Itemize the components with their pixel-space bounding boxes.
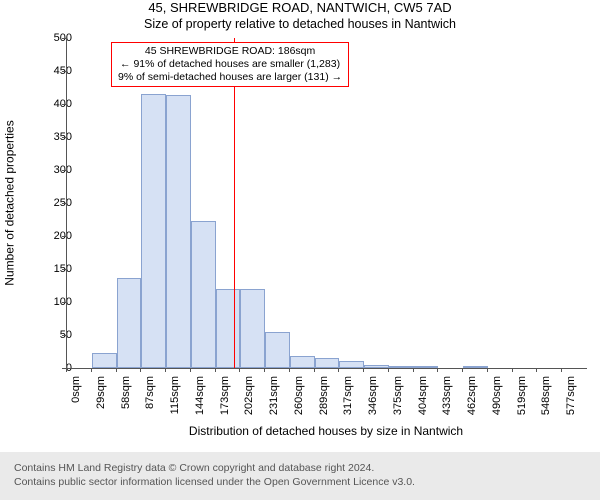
footer: Contains HM Land Registry data © Crown c… bbox=[0, 452, 600, 500]
y-axis-label: Number of detached properties bbox=[0, 36, 20, 370]
x-tick-mark bbox=[561, 368, 562, 372]
x-tick-mark bbox=[487, 368, 488, 372]
histogram-bar bbox=[240, 289, 265, 368]
plot-area: 45 SHREWBRIDGE ROAD: 186sqm← 91% of deta… bbox=[66, 38, 587, 369]
x-tick-mark bbox=[215, 368, 216, 372]
annotation-box: 45 SHREWBRIDGE ROAD: 186sqm← 91% of deta… bbox=[111, 42, 349, 87]
x-tick-mark bbox=[363, 368, 364, 372]
x-tick-mark bbox=[437, 368, 438, 372]
figure-container: 45, SHREWBRIDGE ROAD, NANTWICH, CW5 7AD … bbox=[0, 0, 600, 500]
x-tick-mark bbox=[165, 368, 166, 372]
x-tick-mark bbox=[66, 368, 67, 372]
x-tick-mark bbox=[190, 368, 191, 372]
footer-line-1: Contains HM Land Registry data © Crown c… bbox=[14, 461, 590, 475]
annotation-line: ← 91% of detached houses are smaller (1,… bbox=[118, 58, 342, 71]
x-tick-mark bbox=[239, 368, 240, 372]
histogram-bar bbox=[117, 278, 142, 368]
x-tick-mark bbox=[289, 368, 290, 372]
histogram-bar bbox=[389, 366, 414, 368]
x-tick-mark bbox=[264, 368, 265, 372]
x-tick-mark bbox=[388, 368, 389, 372]
x-axis-label: Distribution of detached houses by size … bbox=[66, 424, 586, 438]
footer-line-2: Contains public sector information licen… bbox=[14, 475, 590, 489]
annotation-line: 45 SHREWBRIDGE ROAD: 186sqm bbox=[118, 45, 342, 58]
x-tick-mark bbox=[140, 368, 141, 372]
subject-marker-line bbox=[234, 38, 235, 368]
x-tick-mark bbox=[462, 368, 463, 372]
x-tick-mark bbox=[536, 368, 537, 372]
histogram-bar bbox=[364, 365, 389, 368]
annotation-line: 9% of semi-detached houses are larger (1… bbox=[118, 71, 342, 84]
x-tick-mark bbox=[413, 368, 414, 372]
histogram-bar bbox=[315, 358, 340, 368]
x-tick-mark bbox=[91, 368, 92, 372]
histogram-bar bbox=[216, 289, 241, 368]
histogram-bar bbox=[290, 356, 315, 368]
histogram-bar bbox=[414, 366, 439, 368]
chart-subtitle: Size of property relative to detached ho… bbox=[0, 16, 600, 32]
histogram-bar bbox=[339, 361, 364, 368]
x-tick-mark bbox=[512, 368, 513, 372]
x-tick-mark bbox=[338, 368, 339, 372]
histogram-bar bbox=[141, 94, 166, 368]
page-title: 45, SHREWBRIDGE ROAD, NANTWICH, CW5 7AD bbox=[0, 0, 600, 16]
histogram-bar bbox=[463, 366, 488, 368]
chart-area: Number of detached properties 0501001502… bbox=[0, 36, 600, 442]
histogram-bar bbox=[166, 95, 191, 368]
histogram-bar bbox=[265, 332, 290, 368]
x-tick-mark bbox=[116, 368, 117, 372]
x-tick-mark bbox=[314, 368, 315, 372]
histogram-bar bbox=[92, 353, 117, 368]
histogram-bar bbox=[191, 221, 216, 368]
